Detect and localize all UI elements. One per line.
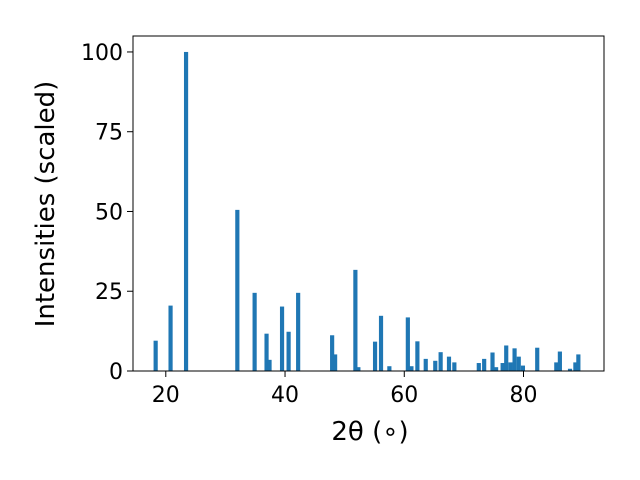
bar xyxy=(438,352,443,371)
bar xyxy=(387,366,392,371)
x-axis-label: 2θ (∘) xyxy=(331,417,408,447)
bar xyxy=(520,365,526,371)
bar xyxy=(264,333,269,371)
bar xyxy=(535,347,540,371)
bar xyxy=(405,317,410,371)
bar xyxy=(252,292,257,371)
bar xyxy=(554,362,559,371)
bar xyxy=(286,331,291,371)
bar xyxy=(333,354,338,371)
x-tick-label: 40 xyxy=(271,383,299,408)
bar xyxy=(494,367,499,371)
bar xyxy=(567,368,573,371)
y-tick-label: 100 xyxy=(81,41,123,66)
y-axis-label: Intensities (scaled) xyxy=(31,81,61,328)
bar xyxy=(476,363,481,371)
bar xyxy=(490,352,495,371)
bar xyxy=(516,356,521,371)
y-tick-label: 75 xyxy=(95,121,123,146)
x-tick-label: 20 xyxy=(152,383,180,408)
x-tick-label: 60 xyxy=(390,383,418,408)
bar xyxy=(356,367,361,371)
bar xyxy=(168,305,173,371)
bar xyxy=(573,362,578,371)
y-axis: 0 25 50 75 100 xyxy=(81,41,133,385)
bar xyxy=(330,335,335,371)
bar xyxy=(557,351,562,371)
bar xyxy=(235,209,240,371)
bar xyxy=(353,269,358,371)
bar xyxy=(279,306,285,371)
bar xyxy=(452,362,457,371)
bar xyxy=(378,315,384,371)
bar xyxy=(508,362,513,371)
bar xyxy=(504,345,509,371)
bar xyxy=(500,363,505,371)
y-tick-label: 25 xyxy=(95,280,123,305)
plot-background xyxy=(133,36,604,371)
bar xyxy=(183,51,189,371)
bar xyxy=(446,356,452,371)
bar xyxy=(512,348,517,371)
bar xyxy=(415,341,420,371)
bar xyxy=(296,292,301,371)
x-tick-label: 80 xyxy=(510,383,538,408)
bar xyxy=(153,340,158,371)
bar xyxy=(482,358,487,371)
bar xyxy=(372,341,378,371)
bar-series xyxy=(153,51,581,371)
x-axis: 20 40 60 80 xyxy=(152,371,538,408)
bar xyxy=(576,354,581,371)
y-tick-label: 0 xyxy=(109,360,123,385)
bar xyxy=(267,359,272,371)
plot-frame xyxy=(132,35,605,372)
y-tick-label: 50 xyxy=(95,200,123,225)
bar xyxy=(409,366,414,371)
bar xyxy=(433,360,438,371)
bar xyxy=(423,358,428,371)
